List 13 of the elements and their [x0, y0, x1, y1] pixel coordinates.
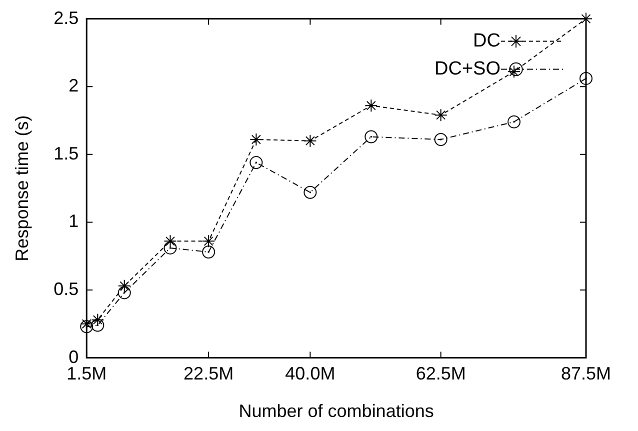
y-tick-label: 2: [68, 76, 79, 96]
y-tick-label: 1: [68, 211, 79, 232]
x-tick-label: 62.5M: [416, 364, 466, 384]
legend-label: DC: [473, 30, 500, 52]
x-tick-label: 87.5M: [560, 364, 612, 384]
y-tick-label: 1.5: [54, 143, 79, 164]
y-axis-title: Response time (s): [12, 115, 32, 262]
y-tick-label: 2.5: [54, 8, 79, 28]
x-tick-label: 22.5M: [184, 364, 234, 384]
x-tick-label: 40.0M: [285, 364, 336, 384]
x-axis-title: Number of combinations: [238, 401, 434, 422]
y-tick-label: 0.5: [54, 278, 79, 299]
legend-label: DC+SO: [434, 58, 500, 80]
